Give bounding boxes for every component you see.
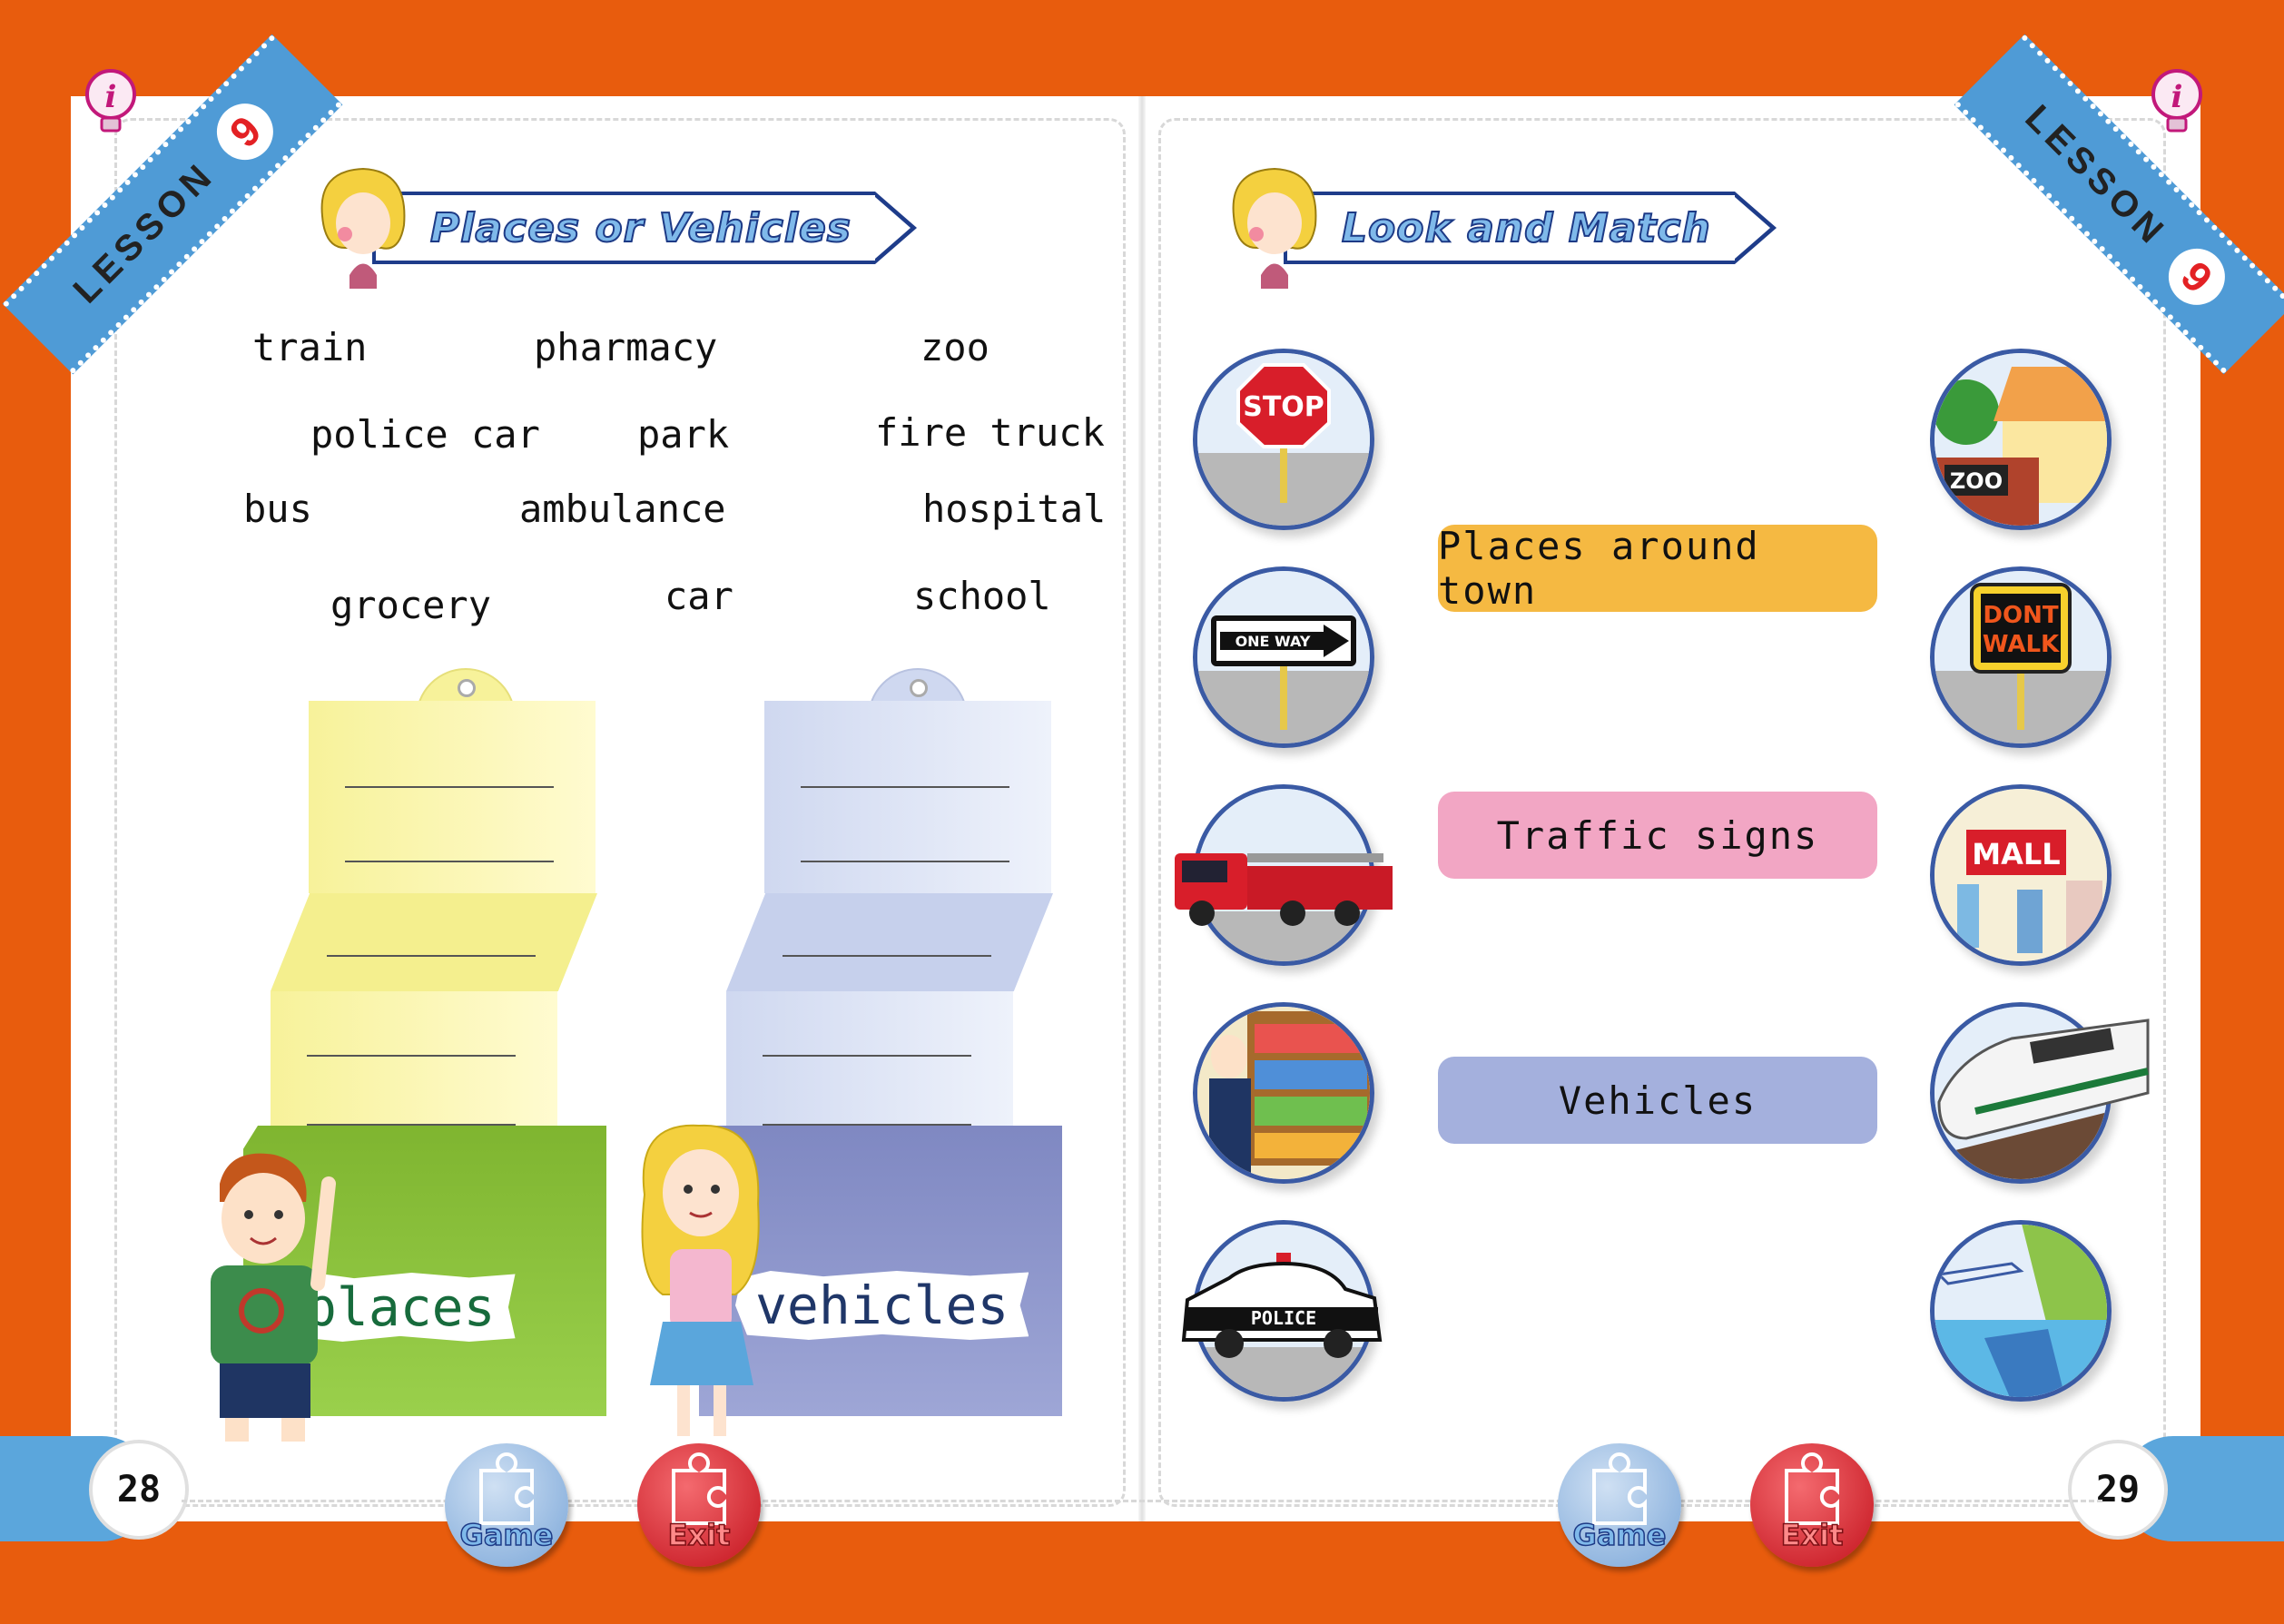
puzzle-icon: [672, 1452, 726, 1525]
zoo-picture[interactable]: ZOO: [1930, 349, 2112, 530]
vehicles-note-box: vehicles: [681, 663, 1062, 1416]
word-zoo: zoo: [920, 325, 989, 369]
answer-line[interactable]: [345, 861, 554, 862]
hanger-hole: [458, 679, 476, 697]
airport-picture[interactable]: [1930, 1220, 2112, 1402]
answer-line[interactable]: [345, 786, 554, 788]
info-bulb-icon[interactable]: i: [82, 67, 140, 140]
page-title: Look and Match: [1341, 204, 1711, 252]
one-way-sign-picture[interactable]: ONE WAY: [1193, 566, 1374, 748]
word-police-car: police car: [310, 412, 540, 457]
exit-button-right[interactable]: Exit: [1750, 1443, 1874, 1567]
info-bulb-icon[interactable]: i: [2148, 67, 2206, 140]
answer-line[interactable]: [801, 861, 1009, 862]
paper-sheet: [271, 893, 597, 991]
one-way-text: ONE WAY: [1236, 633, 1311, 650]
left-page-frame: [114, 118, 1126, 1507]
paper-sheet: [726, 893, 1053, 991]
fire-truck-picture[interactable]: [1175, 784, 1393, 966]
word-ambulance: ambulance: [519, 487, 726, 531]
word-grocery: grocery: [330, 583, 492, 627]
title-plate: Look and Match: [1284, 192, 1777, 264]
category-vehicles[interactable]: Vehicles: [1438, 1057, 1877, 1144]
answer-line[interactable]: [307, 1055, 516, 1057]
word-park: park: [637, 412, 730, 457]
police-text: POLICE: [1251, 1307, 1316, 1329]
lesson-number: 9: [205, 92, 285, 172]
page-number-left: 28: [89, 1440, 189, 1540]
game-button-right[interactable]: Game: [1558, 1443, 1681, 1567]
mall-picture[interactable]: MALL: [1930, 784, 2112, 966]
stop-sign-picture[interactable]: STOP: [1193, 349, 1374, 530]
zoo-text: ZOO: [1950, 468, 2003, 494]
pocket-box: [699, 1126, 1062, 1416]
page-fold: [1138, 96, 1146, 1521]
svg-text:i: i: [105, 79, 117, 115]
answer-line[interactable]: [327, 955, 536, 957]
dont-text: DONT: [1983, 602, 2058, 629]
exit-button-label: Exit: [667, 1517, 731, 1553]
puzzle-icon: [1592, 1452, 1647, 1525]
hanger-hole: [910, 679, 928, 697]
lesson-number: 9: [2157, 237, 2237, 317]
library-picture[interactable]: [1193, 1002, 1374, 1184]
exit-button-left[interactable]: Exit: [637, 1443, 761, 1567]
game-button-label: Game: [459, 1517, 554, 1553]
girl-avatar-icon: [1232, 167, 1317, 289]
paper-sheet: [309, 701, 596, 893]
section-header-right: Look and Match: [1232, 167, 1777, 289]
page-number-right: 29: [2068, 1440, 2168, 1540]
svg-text:i: i: [2171, 79, 2183, 115]
police-car-picture[interactable]: POLICE: [1181, 1220, 1383, 1402]
answer-line[interactable]: [763, 1055, 971, 1057]
paper-sheet: [764, 701, 1051, 893]
word-pharmacy: pharmacy: [534, 325, 718, 369]
train-picture[interactable]: [1930, 1002, 2150, 1184]
answer-line[interactable]: [801, 786, 1009, 788]
page-title: Places or Vehicles: [429, 204, 852, 252]
game-button-left[interactable]: Game: [445, 1443, 568, 1567]
boy-character-icon: [211, 1153, 336, 1442]
game-button-label: Game: [1572, 1517, 1667, 1553]
word-fire-truck: fire truck: [875, 410, 1105, 455]
section-header-left: Places or Vehicles: [320, 167, 917, 289]
category-places-around-town[interactable]: Places around town: [1438, 524, 1877, 613]
mall-text: MALL: [1972, 837, 2060, 871]
word-bus: bus: [243, 487, 312, 531]
word-school: school: [913, 574, 1051, 618]
category-traffic-signs[interactable]: Traffic signs: [1438, 792, 1877, 879]
puzzle-icon: [479, 1452, 534, 1525]
girl-avatar-icon: [320, 167, 406, 289]
walk-text: WALK: [1983, 631, 2060, 658]
answer-line[interactable]: [763, 1124, 971, 1126]
stop-sign-text: STOP: [1243, 391, 1324, 423]
word-car: car: [665, 574, 733, 618]
word-hospital: hospital: [922, 487, 1107, 531]
word-train: train: [252, 325, 368, 369]
answer-line[interactable]: [307, 1124, 516, 1126]
title-plate: Places or Vehicles: [372, 192, 917, 264]
girl-character-icon: [641, 1124, 760, 1436]
puzzle-icon: [1785, 1452, 1839, 1525]
bottom-dashed-line: [182, 1500, 2102, 1502]
vehicles-label: vehicles: [735, 1271, 1029, 1340]
exit-button-label: Exit: [1780, 1517, 1844, 1553]
dont-walk-sign-picture[interactable]: DONT WALK: [1930, 566, 2112, 748]
answer-line[interactable]: [783, 955, 991, 957]
